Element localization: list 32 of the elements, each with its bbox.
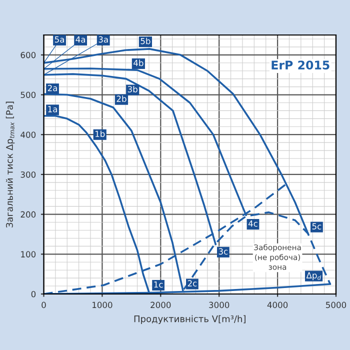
y-axis-title: Загальний тиск Δp$_{tmax}$ [Pa] bbox=[6, 102, 15, 228]
annotation: 4a bbox=[76, 36, 86, 43]
x-tick-label: 3000 bbox=[209, 302, 230, 308]
annotation: 4b bbox=[134, 60, 144, 66]
annotation: 5c bbox=[312, 223, 322, 230]
annotation: 2a bbox=[48, 84, 57, 92]
x-axis-title: Продуктивність V[m³/h] bbox=[134, 315, 246, 324]
annotation: 5a bbox=[54, 36, 64, 43]
annotation: 5b bbox=[140, 38, 150, 44]
y-tick-label: 300 bbox=[20, 171, 36, 178]
annotation: 1b bbox=[95, 130, 105, 138]
y-tick-label: 100 bbox=[21, 251, 36, 258]
y-tick-label: 0 bbox=[31, 290, 36, 298]
x-tick-label: 4000 bbox=[267, 302, 288, 308]
annotation: 2b bbox=[116, 96, 126, 102]
annotation: 1c bbox=[154, 281, 163, 288]
x-tick-label: 0 bbox=[42, 302, 46, 308]
y-tick-label: 200 bbox=[20, 211, 36, 218]
y-tick-label: 600 bbox=[20, 52, 36, 58]
annotation: Δp$_{d}$ bbox=[306, 272, 322, 280]
annotation: 2c bbox=[188, 280, 197, 286]
x-tick-label: 5000 bbox=[326, 302, 346, 308]
annotation: 4c bbox=[248, 220, 258, 227]
x-tick-label: 2000 bbox=[150, 302, 171, 308]
annotation: 3b bbox=[128, 86, 138, 92]
y-tick-label: 500 bbox=[20, 92, 36, 98]
annotation: ErP 2015 bbox=[272, 60, 330, 70]
annotation: 3a bbox=[98, 36, 108, 43]
annotation: 3c bbox=[218, 248, 228, 255]
annotation: 1a bbox=[48, 106, 57, 112]
x-tick-label: 1000 bbox=[92, 302, 112, 308]
y-tick-label: 400 bbox=[20, 132, 36, 138]
